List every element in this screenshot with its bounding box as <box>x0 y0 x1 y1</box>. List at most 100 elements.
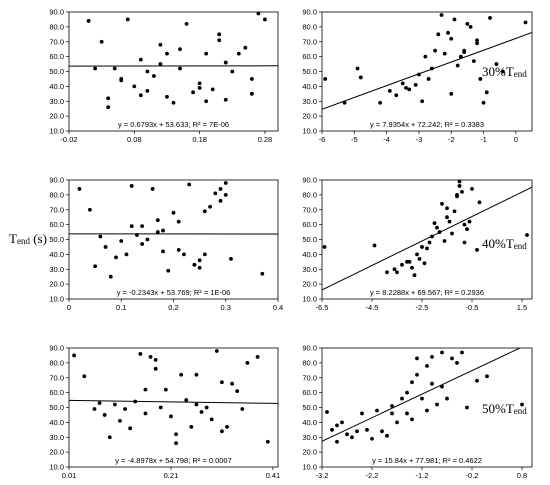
y-tick-label: 30.0 <box>302 97 317 106</box>
data-point <box>77 187 82 191</box>
y-tick-label: 60.0 <box>302 52 317 61</box>
y-tick-label: 80.0 <box>302 22 317 31</box>
data-point <box>407 259 412 264</box>
row-label-sub: end <box>514 241 527 251</box>
data-point <box>145 69 150 74</box>
data-point <box>265 439 270 444</box>
data-point <box>415 372 419 377</box>
data-point <box>415 252 419 257</box>
data-point <box>323 77 328 81</box>
data-point <box>220 429 224 434</box>
data-point <box>138 57 143 62</box>
data-point <box>425 408 429 413</box>
data-point <box>140 224 145 229</box>
y-tick-label: 90.0 <box>49 344 64 353</box>
data-point <box>223 60 228 65</box>
plot-frame <box>68 179 279 300</box>
data-point <box>103 245 108 249</box>
data-point <box>355 429 359 434</box>
data-point <box>430 355 434 359</box>
data-point <box>439 13 444 17</box>
y-tick-label: 30.0 <box>302 433 317 442</box>
data-point <box>390 411 394 416</box>
y-tick-label: 70.0 <box>302 373 317 382</box>
data-point <box>322 245 327 249</box>
data-point <box>430 381 434 386</box>
y-tick-label: 40.0 <box>302 82 317 91</box>
data-point <box>470 187 474 191</box>
y-tick-label: 70.0 <box>49 373 64 382</box>
data-point <box>155 218 160 223</box>
data-point <box>395 270 399 275</box>
x-tick-label: -0.5 <box>466 303 479 312</box>
scatter-panel-3: 10.0 20.0 30.0 40.0 50.0 60.0 70.0 80.0 90.0 0 0.1… <box>49 176 283 312</box>
data-point <box>471 59 476 63</box>
data-point <box>523 20 528 25</box>
data-point <box>455 192 459 197</box>
data-point <box>165 94 169 99</box>
data-point <box>123 407 127 411</box>
data-point <box>442 239 447 243</box>
x-tick-label: -3.2 <box>316 471 329 480</box>
data-point <box>102 413 107 417</box>
data-point <box>410 380 414 385</box>
data-point <box>425 363 429 368</box>
y-tick-label: 50.0 <box>49 235 64 244</box>
data-point <box>235 389 240 394</box>
data-point <box>450 231 454 236</box>
data-point <box>174 432 178 437</box>
y-tick-label: 80.0 <box>49 190 64 199</box>
data-point <box>118 418 122 423</box>
data-point <box>335 439 339 444</box>
x-tick-label: -3 <box>416 135 423 144</box>
data-point <box>380 429 384 434</box>
data-point <box>138 352 143 356</box>
data-point <box>148 355 153 359</box>
data-point <box>525 233 529 237</box>
data-point <box>108 274 113 279</box>
data-point <box>161 249 165 254</box>
trend-equation: y = 15.84x + 77.981; R² = 0.4622 <box>372 456 482 465</box>
data-point <box>437 230 442 234</box>
data-point <box>114 255 118 260</box>
data-point <box>153 358 158 362</box>
data-point <box>72 353 76 358</box>
data-point <box>340 420 344 425</box>
data-point <box>204 405 209 410</box>
data-point <box>236 51 241 56</box>
data-point <box>420 396 424 401</box>
y-tick-label: 70.0 <box>49 37 64 46</box>
data-point <box>385 433 389 438</box>
data-point <box>220 380 224 385</box>
data-point <box>475 248 479 252</box>
data-point <box>462 48 467 53</box>
x-tick-label: 0 <box>67 303 71 312</box>
data-point <box>450 356 454 361</box>
data-point <box>501 69 505 74</box>
data-point <box>256 11 261 16</box>
data-point <box>465 405 469 410</box>
x-tick-label: 0.41 <box>266 471 281 480</box>
x-tick-label: -2.5 <box>416 303 429 312</box>
data-point <box>465 227 469 231</box>
data-point <box>223 192 228 197</box>
data-point <box>345 432 349 437</box>
y-tick-label: 90.0 <box>302 8 317 17</box>
y-tick-label: 40.0 <box>49 418 64 427</box>
data-point <box>112 402 117 407</box>
x-tick-label: -4 <box>383 135 390 144</box>
data-point <box>433 48 437 53</box>
data-point <box>387 88 392 93</box>
data-point <box>423 54 428 59</box>
data-point <box>478 77 483 81</box>
data-point <box>189 424 194 429</box>
data-point <box>449 91 454 96</box>
y-tick-label: 10.0 <box>49 127 64 136</box>
scatter-panel-1: 10.0 20.0 30.0 40.0 50.0 60.0 70.0 80.0 90.0 -0.0… <box>49 8 279 144</box>
data-point <box>155 230 160 234</box>
data-point <box>145 237 150 242</box>
y-tick-label: 30.0 <box>49 97 64 106</box>
data-point <box>435 402 439 407</box>
data-point <box>436 32 441 37</box>
y-tick-label: 10.0 <box>49 463 64 472</box>
